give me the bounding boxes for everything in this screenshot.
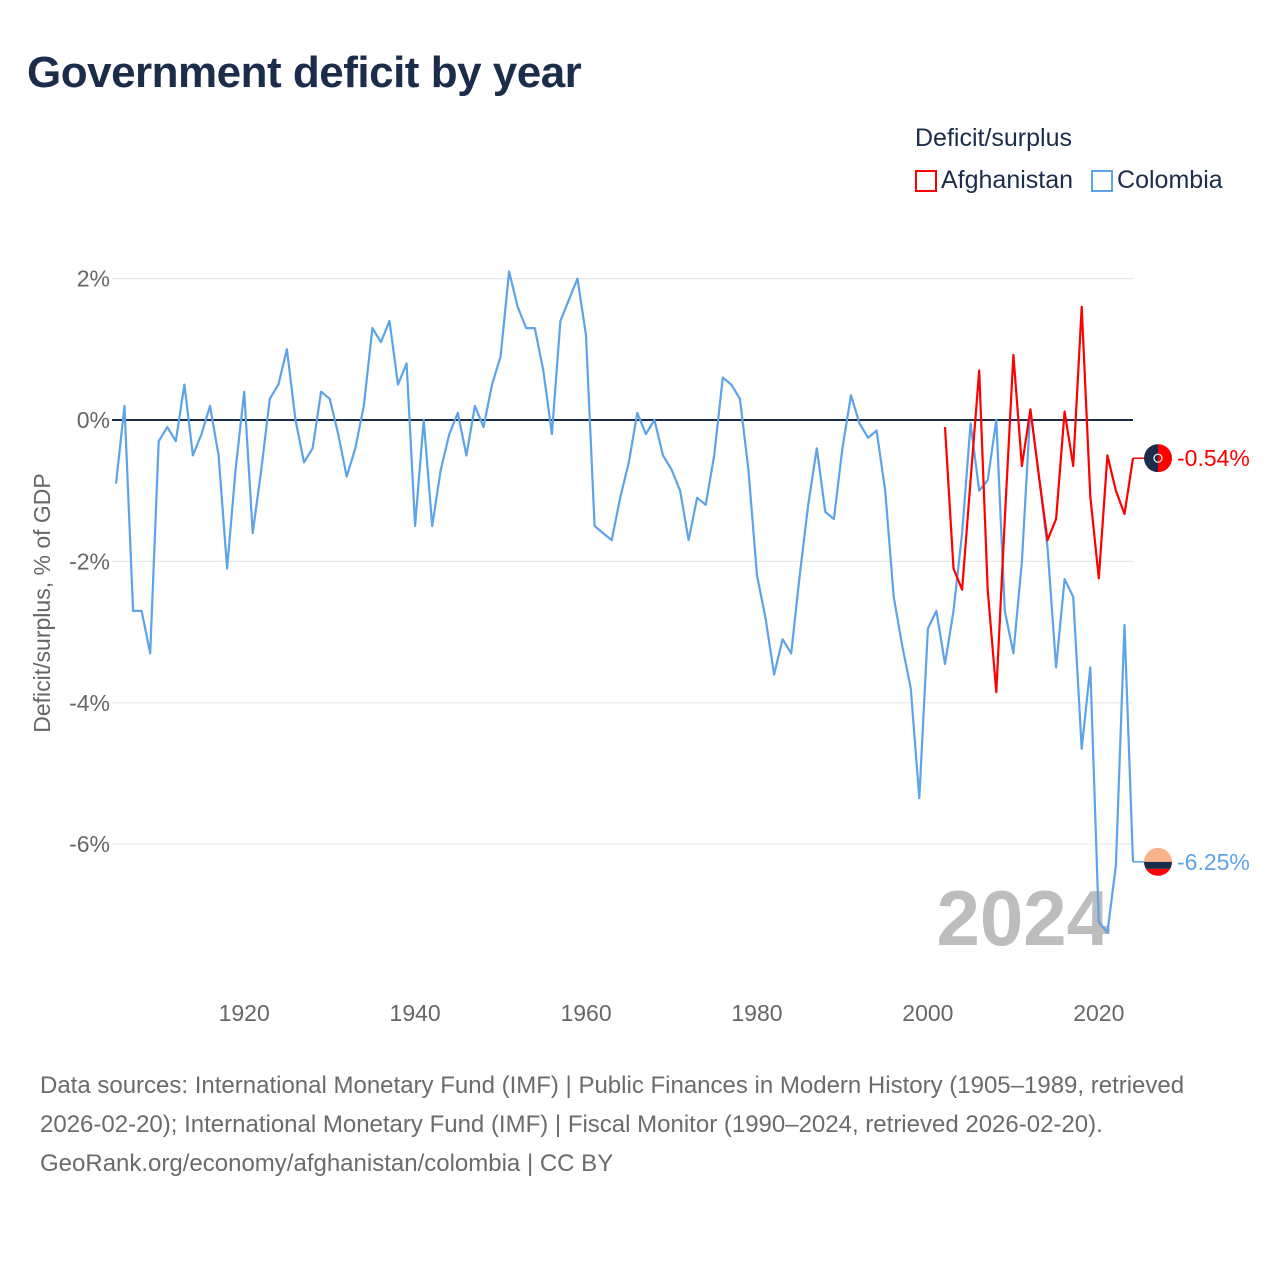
flag-emblem [1153,453,1163,463]
series-line-colombia [114,270,1135,934]
x-tick-label: 1920 [219,1000,270,1026]
flag-stripe [1144,861,1172,869]
series-line-afghanistan [943,305,1135,694]
x-tick-label: 1960 [560,1000,611,1026]
data-sources: Data sources: International Monetary Fun… [40,1072,1185,1138]
flag-stripe [1144,444,1158,473]
flag-stripe [1144,847,1172,862]
flag-stripes [1144,847,1172,876]
footer: Data sources: International Monetary Fun… [40,1066,1240,1183]
legend-item-colombia[interactable]: Colombia [1091,166,1223,195]
y-axis-label: Deficit/surplus, % of GDP [29,473,55,732]
colombia-flag-icon [1144,847,1172,876]
legend-swatch-colombia [1091,169,1114,192]
page-title: Government deficit by year [27,48,582,97]
legend-item-afghanistan[interactable]: Afghanistan [915,166,1073,195]
y-tick-label: -6% [69,831,110,857]
end-value-label: -0.54% [1177,445,1250,471]
y-tick-label: -4% [69,690,110,716]
x-tick-label: 2020 [1073,1000,1124,1026]
x-tick-label: 2000 [902,1000,953,1026]
y-tick-label: -2% [69,548,110,574]
y-tick-label: 0% [77,407,110,433]
legend-label: Colombia [1117,166,1223,194]
flag-stripe [1158,444,1172,473]
x-tick-label: 1940 [390,1000,441,1026]
flag-stripe [1144,868,1172,876]
year-watermark: 2024 [936,874,1110,962]
afghanistan-flag-icon [1144,444,1172,473]
legend-swatch-afghanistan [915,169,937,192]
legend: Afghanistan Colombia [915,166,1223,195]
legend-label: Afghanistan [941,166,1074,194]
flag-stripes [1144,444,1172,473]
source-link[interactable]: GeoRank.org/economy/afghanistan/colombia [40,1150,521,1177]
license: | CC BY [520,1150,614,1177]
legend-title: Deficit/surplus [915,124,1072,152]
y-tick-label: 2% [77,266,110,292]
x-tick-label: 1980 [731,1000,782,1026]
end-value-label: -6.25% [1177,849,1250,875]
